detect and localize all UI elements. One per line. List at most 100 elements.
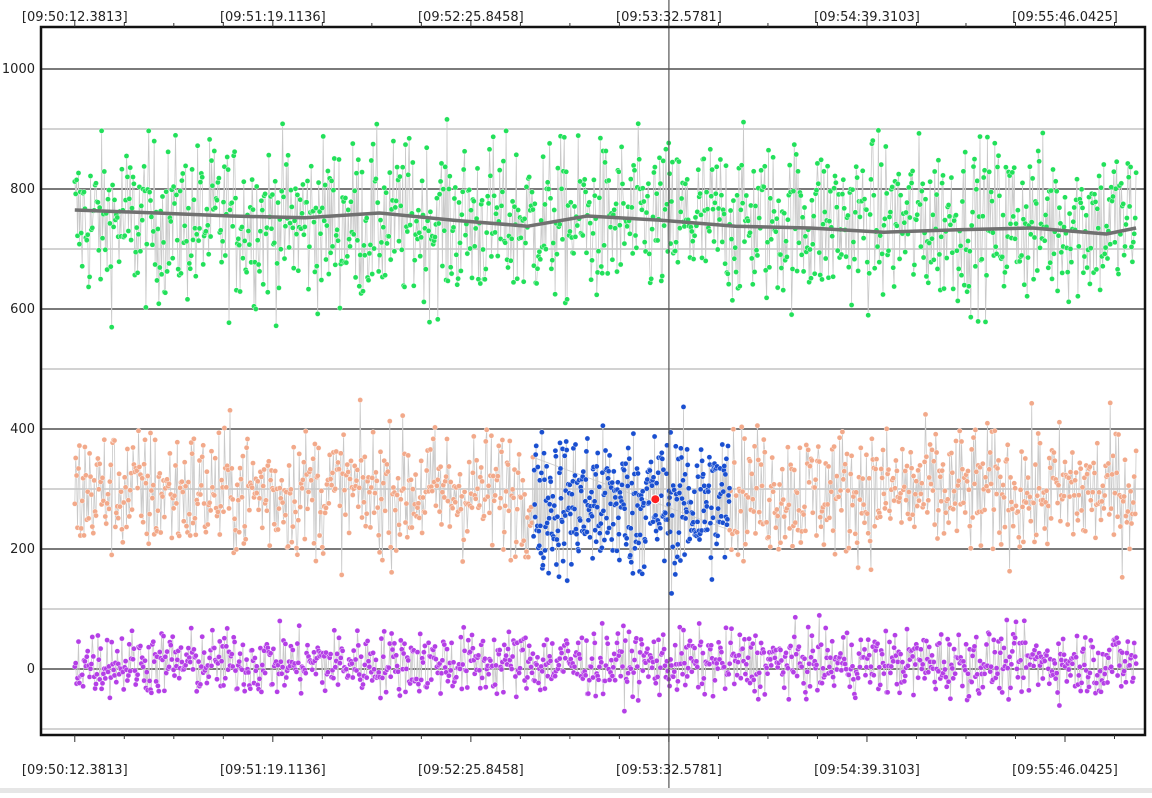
- data-point: [1113, 158, 1120, 165]
- data-point: [492, 681, 498, 688]
- data-point: [909, 653, 916, 660]
- data-point: [883, 425, 890, 432]
- data-point: [1059, 270, 1065, 276]
- data-point: [541, 642, 547, 648]
- data-point: [430, 436, 437, 442]
- data-point: [1090, 657, 1097, 663]
- data-point: [909, 511, 916, 518]
- data-point: [314, 311, 321, 317]
- data-point: [1008, 499, 1015, 505]
- data-point: [855, 268, 861, 274]
- data-point: [87, 173, 94, 179]
- data-point: [840, 476, 847, 483]
- data-point: [132, 249, 139, 255]
- data-point: [541, 450, 547, 457]
- data-point: [626, 455, 633, 462]
- data-point: [209, 182, 216, 189]
- data-point: [302, 670, 309, 676]
- data-point: [371, 245, 377, 252]
- data-point: [966, 693, 972, 700]
- data-point: [537, 256, 544, 263]
- data-point: [984, 420, 991, 427]
- data-point: [1126, 203, 1133, 210]
- data-point: [73, 177, 80, 183]
- data-point: [1030, 500, 1037, 506]
- data-point: [174, 439, 181, 446]
- data-point: [655, 469, 662, 476]
- cursor-layer: [650, 0, 670, 793]
- data-point: [236, 529, 242, 535]
- data-point: [231, 639, 238, 645]
- data-point: [1074, 510, 1080, 517]
- data-point: [740, 558, 747, 565]
- data-point: [778, 657, 785, 664]
- data-point: [598, 520, 604, 527]
- data-point: [203, 529, 209, 535]
- data-point: [518, 494, 524, 501]
- data-point: [178, 644, 184, 651]
- data-point: [557, 440, 563, 446]
- data-point: [917, 657, 923, 664]
- data-point: [800, 511, 807, 518]
- data-point: [868, 176, 874, 183]
- data-point: [1016, 543, 1023, 550]
- data-point: [1129, 258, 1136, 265]
- data-point: [540, 554, 547, 561]
- data-point: [353, 477, 360, 484]
- data-point: [558, 495, 564, 502]
- data-point: [582, 672, 589, 679]
- data-point: [329, 470, 336, 476]
- data-point: [514, 506, 521, 513]
- data-point: [378, 635, 385, 642]
- data-point: [584, 435, 591, 442]
- data-point: [144, 473, 151, 479]
- data-point: [940, 461, 946, 468]
- data-point: [590, 230, 596, 237]
- data-point: [1020, 539, 1027, 545]
- data-point: [761, 649, 767, 656]
- data-point: [964, 288, 970, 295]
- data-point: [702, 258, 709, 264]
- data-point: [1056, 419, 1063, 426]
- data-point: [824, 501, 831, 508]
- data-point: [1044, 195, 1051, 202]
- data-point: [699, 681, 705, 687]
- data-point: [668, 198, 675, 205]
- data-point: [254, 478, 261, 485]
- data-point: [489, 542, 496, 548]
- data-point: [669, 544, 676, 550]
- data-point: [992, 243, 999, 250]
- data-point: [282, 512, 289, 518]
- data-point: [617, 489, 623, 496]
- data-point: [750, 281, 756, 288]
- data-point: [209, 484, 216, 491]
- data-point: [768, 662, 775, 669]
- data-point: [259, 662, 266, 668]
- series-2: [72, 397, 1139, 581]
- data-point: [571, 203, 578, 210]
- data-point: [814, 687, 821, 694]
- data-point: [982, 474, 989, 481]
- data-point: [359, 514, 365, 521]
- data-point: [74, 232, 81, 239]
- data-point: [741, 435, 748, 442]
- data-point: [222, 252, 229, 259]
- data-point: [975, 318, 981, 325]
- data-point: [1087, 281, 1093, 287]
- data-point: [1087, 670, 1093, 676]
- data-point: [977, 658, 983, 664]
- data-point: [1011, 164, 1018, 171]
- data-point: [238, 476, 244, 482]
- data-point: [1125, 174, 1132, 180]
- data-point: [920, 254, 927, 261]
- data-point: [380, 224, 387, 230]
- data-point: [902, 249, 909, 255]
- data-point: [312, 441, 318, 447]
- data-point: [738, 424, 745, 430]
- data-point: [880, 447, 886, 453]
- x-tick-label-top: [09:54:39.3103]: [814, 10, 920, 25]
- data-point: [358, 457, 364, 464]
- data-point: [842, 461, 848, 468]
- data-point: [95, 199, 101, 206]
- data-point: [294, 551, 301, 558]
